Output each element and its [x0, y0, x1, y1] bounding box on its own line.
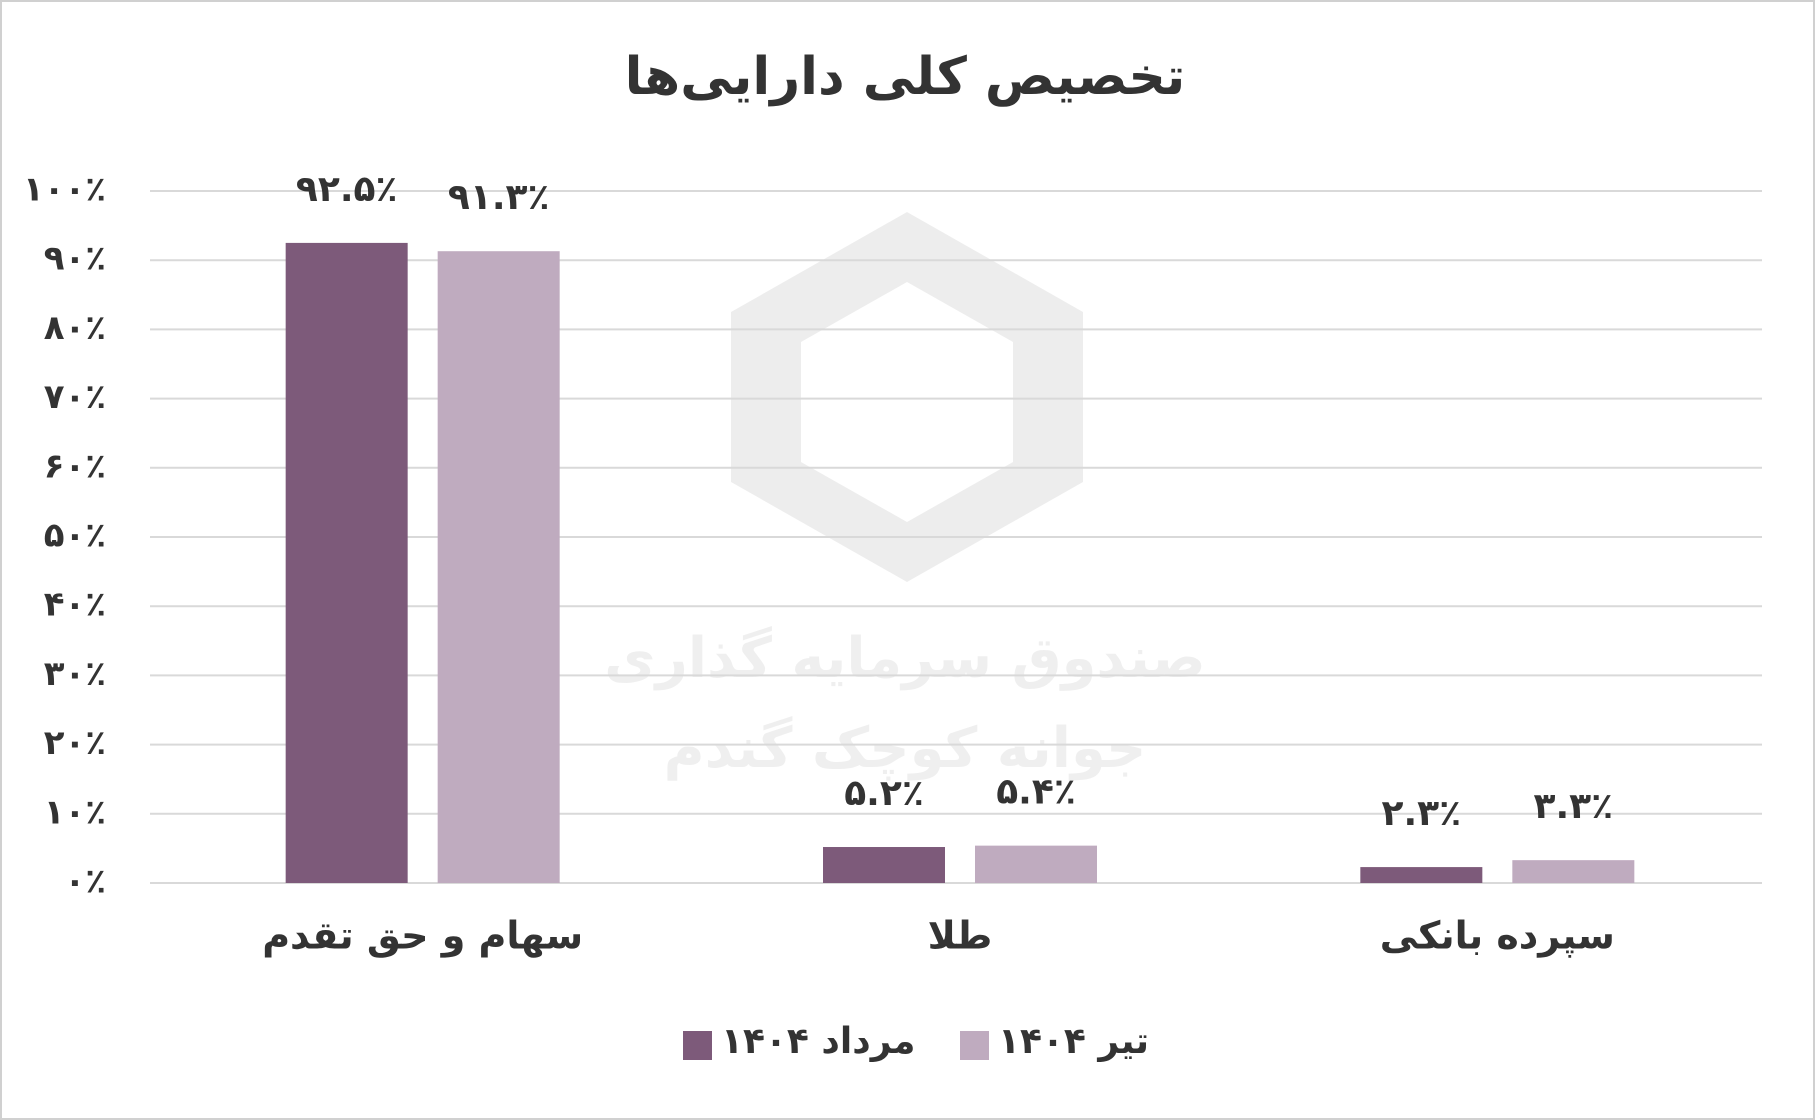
legend-label: مرداد ۱۴۰۴ — [721, 1021, 915, 1062]
bar — [1512, 860, 1635, 883]
x-tick-label: سپرده بانکی — [1380, 914, 1615, 958]
y-tick-label: ۹۰٪ — [44, 239, 106, 279]
legend-label: تیر ۱۴۰۴ — [998, 1021, 1149, 1062]
y-tick-label: ۱۰۰٪ — [23, 170, 106, 210]
bar — [823, 847, 945, 883]
bar — [1360, 867, 1483, 883]
bar — [437, 251, 560, 884]
value-label: ۲.۳٪ — [1382, 793, 1462, 834]
watermark-text: صندوق سرمایه گذاری — [604, 626, 1205, 691]
y-tick-label: ۴۰٪ — [44, 585, 106, 625]
y-tick-label: ۵۰٪ — [44, 516, 106, 556]
value-label: ۵.۲٪ — [844, 773, 924, 814]
legend-swatch — [683, 1031, 712, 1060]
x-tick-label: سهام و حق تقدم — [262, 914, 583, 959]
y-tick-label: ۸۰٪ — [44, 308, 106, 348]
value-label: ۵.۴٪ — [996, 772, 1076, 813]
value-label: ۳.۳٪ — [1534, 786, 1614, 827]
y-tick-label: ۶۰٪ — [44, 446, 106, 486]
y-tick-label: ۲۰٪ — [44, 723, 106, 763]
y-tick-label: ۳۰٪ — [44, 654, 106, 694]
value-label: ۹۲.۵٪ — [296, 169, 398, 210]
y-tick-label: ۱۰٪ — [44, 792, 106, 832]
bar — [285, 242, 408, 883]
y-tick-label: ۰٪ — [64, 862, 106, 902]
watermark-text: جوانه کوچک گندم — [664, 716, 1147, 781]
legend-swatch — [960, 1031, 989, 1060]
value-label: ۹۱.۳٪ — [448, 177, 550, 218]
x-tick-label: طلا — [928, 914, 993, 958]
bar — [975, 845, 1097, 883]
watermark — [731, 212, 1083, 582]
y-tick-label: ۷۰٪ — [44, 377, 106, 417]
chart-title: تخصیص کلی دارایی‌ها — [625, 47, 1186, 107]
